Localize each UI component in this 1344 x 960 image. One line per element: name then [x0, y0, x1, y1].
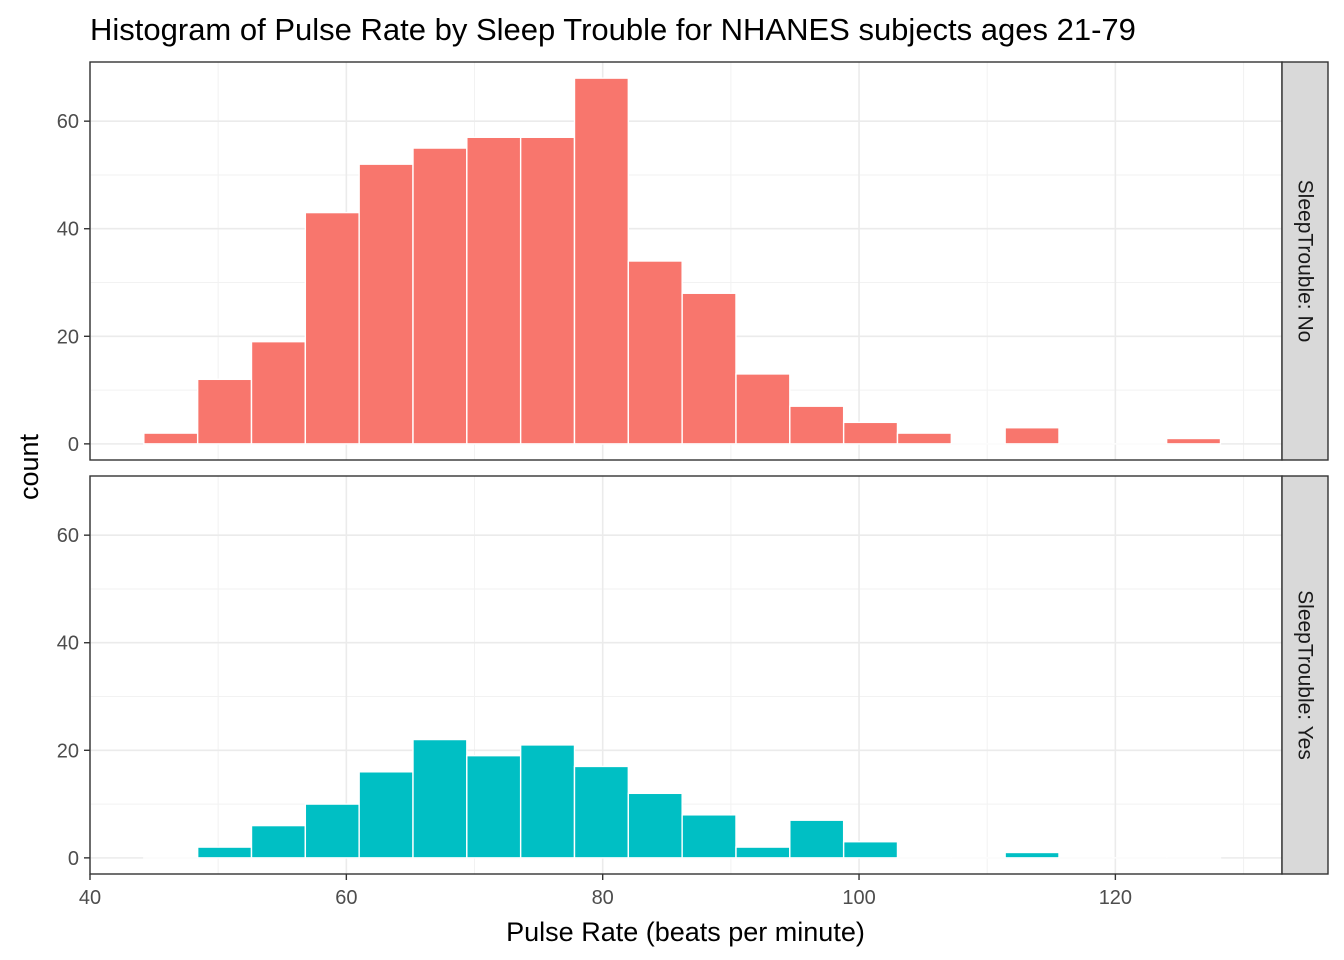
- y-tick-label: 60: [57, 525, 79, 547]
- x-tick-label: 120: [1099, 887, 1132, 909]
- histogram-bar: [789, 405, 845, 445]
- x-axis: 40 60 80 100 120: [79, 874, 1132, 909]
- histogram-bar: [896, 432, 953, 445]
- histogram-bar: [519, 136, 576, 445]
- histogram-bar: [1004, 851, 1060, 859]
- x-tick-label: 100: [842, 887, 875, 909]
- histogram-bar: [573, 765, 630, 859]
- histogram-bar: [412, 738, 468, 859]
- facet-strip-label: SleepTrouble: No: [1294, 180, 1317, 343]
- panel-1: 0 20 40 60 SleepTrouble: No: [57, 61, 1329, 461]
- histogram-bar: [304, 803, 360, 859]
- y-tick-label: 40: [57, 633, 79, 655]
- histogram-bar: [681, 814, 737, 859]
- histogram-bar: [573, 77, 630, 445]
- panels: 0 20 40 60 SleepTrouble: No 0 20 40 60 SleepTroub…: [57, 61, 1329, 875]
- histogram-bar: [196, 846, 253, 859]
- y-tick-label: 20: [57, 740, 79, 762]
- histogram-bar: [412, 147, 468, 445]
- histogram-bar: [358, 163, 414, 445]
- histogram-bar: [735, 373, 791, 445]
- histogram-bar: [1004, 427, 1060, 445]
- histogram-bar: [519, 744, 576, 859]
- histogram-bar: [304, 211, 360, 445]
- histogram-bar: [627, 792, 683, 859]
- panel-2: 0 20 40 60 SleepTrouble: Yes: [57, 475, 1329, 875]
- y-tick-label: 20: [57, 326, 79, 348]
- chart-title: Histogram of Pulse Rate by Sleep Trouble…: [90, 12, 1136, 47]
- histogram-bar: [358, 771, 414, 859]
- histogram-bar: [143, 432, 199, 445]
- x-tick-label: 40: [79, 887, 101, 909]
- histogram-bar: [842, 841, 899, 859]
- y-tick-label: 60: [57, 111, 79, 133]
- y-axis-title: count: [14, 433, 44, 500]
- facet-strip-label: SleepTrouble: Yes: [1294, 590, 1317, 760]
- x-tick-label: 80: [592, 887, 614, 909]
- histogram-bar: [1165, 437, 1222, 445]
- histogram-bar: [196, 378, 253, 445]
- y-tick-label: 40: [57, 219, 79, 241]
- histogram-bar: [466, 136, 522, 445]
- histogram-bar: [735, 846, 791, 859]
- facet-strip: [1281, 475, 1329, 875]
- histogram-bar: [250, 340, 307, 445]
- x-axis-title: Pulse Rate (beats per minute): [506, 917, 865, 947]
- histogram-bar: [789, 819, 845, 859]
- histogram-bar: [466, 754, 522, 859]
- histogram-bar: [627, 260, 683, 445]
- histogram-bar: [842, 421, 899, 445]
- x-tick-label: 60: [335, 887, 357, 909]
- facet-strip: [1281, 61, 1329, 461]
- histogram-bar: [681, 292, 737, 445]
- y-tick-label: 0: [68, 848, 79, 870]
- y-tick-label: 0: [68, 434, 79, 456]
- histogram-bar: [250, 824, 307, 859]
